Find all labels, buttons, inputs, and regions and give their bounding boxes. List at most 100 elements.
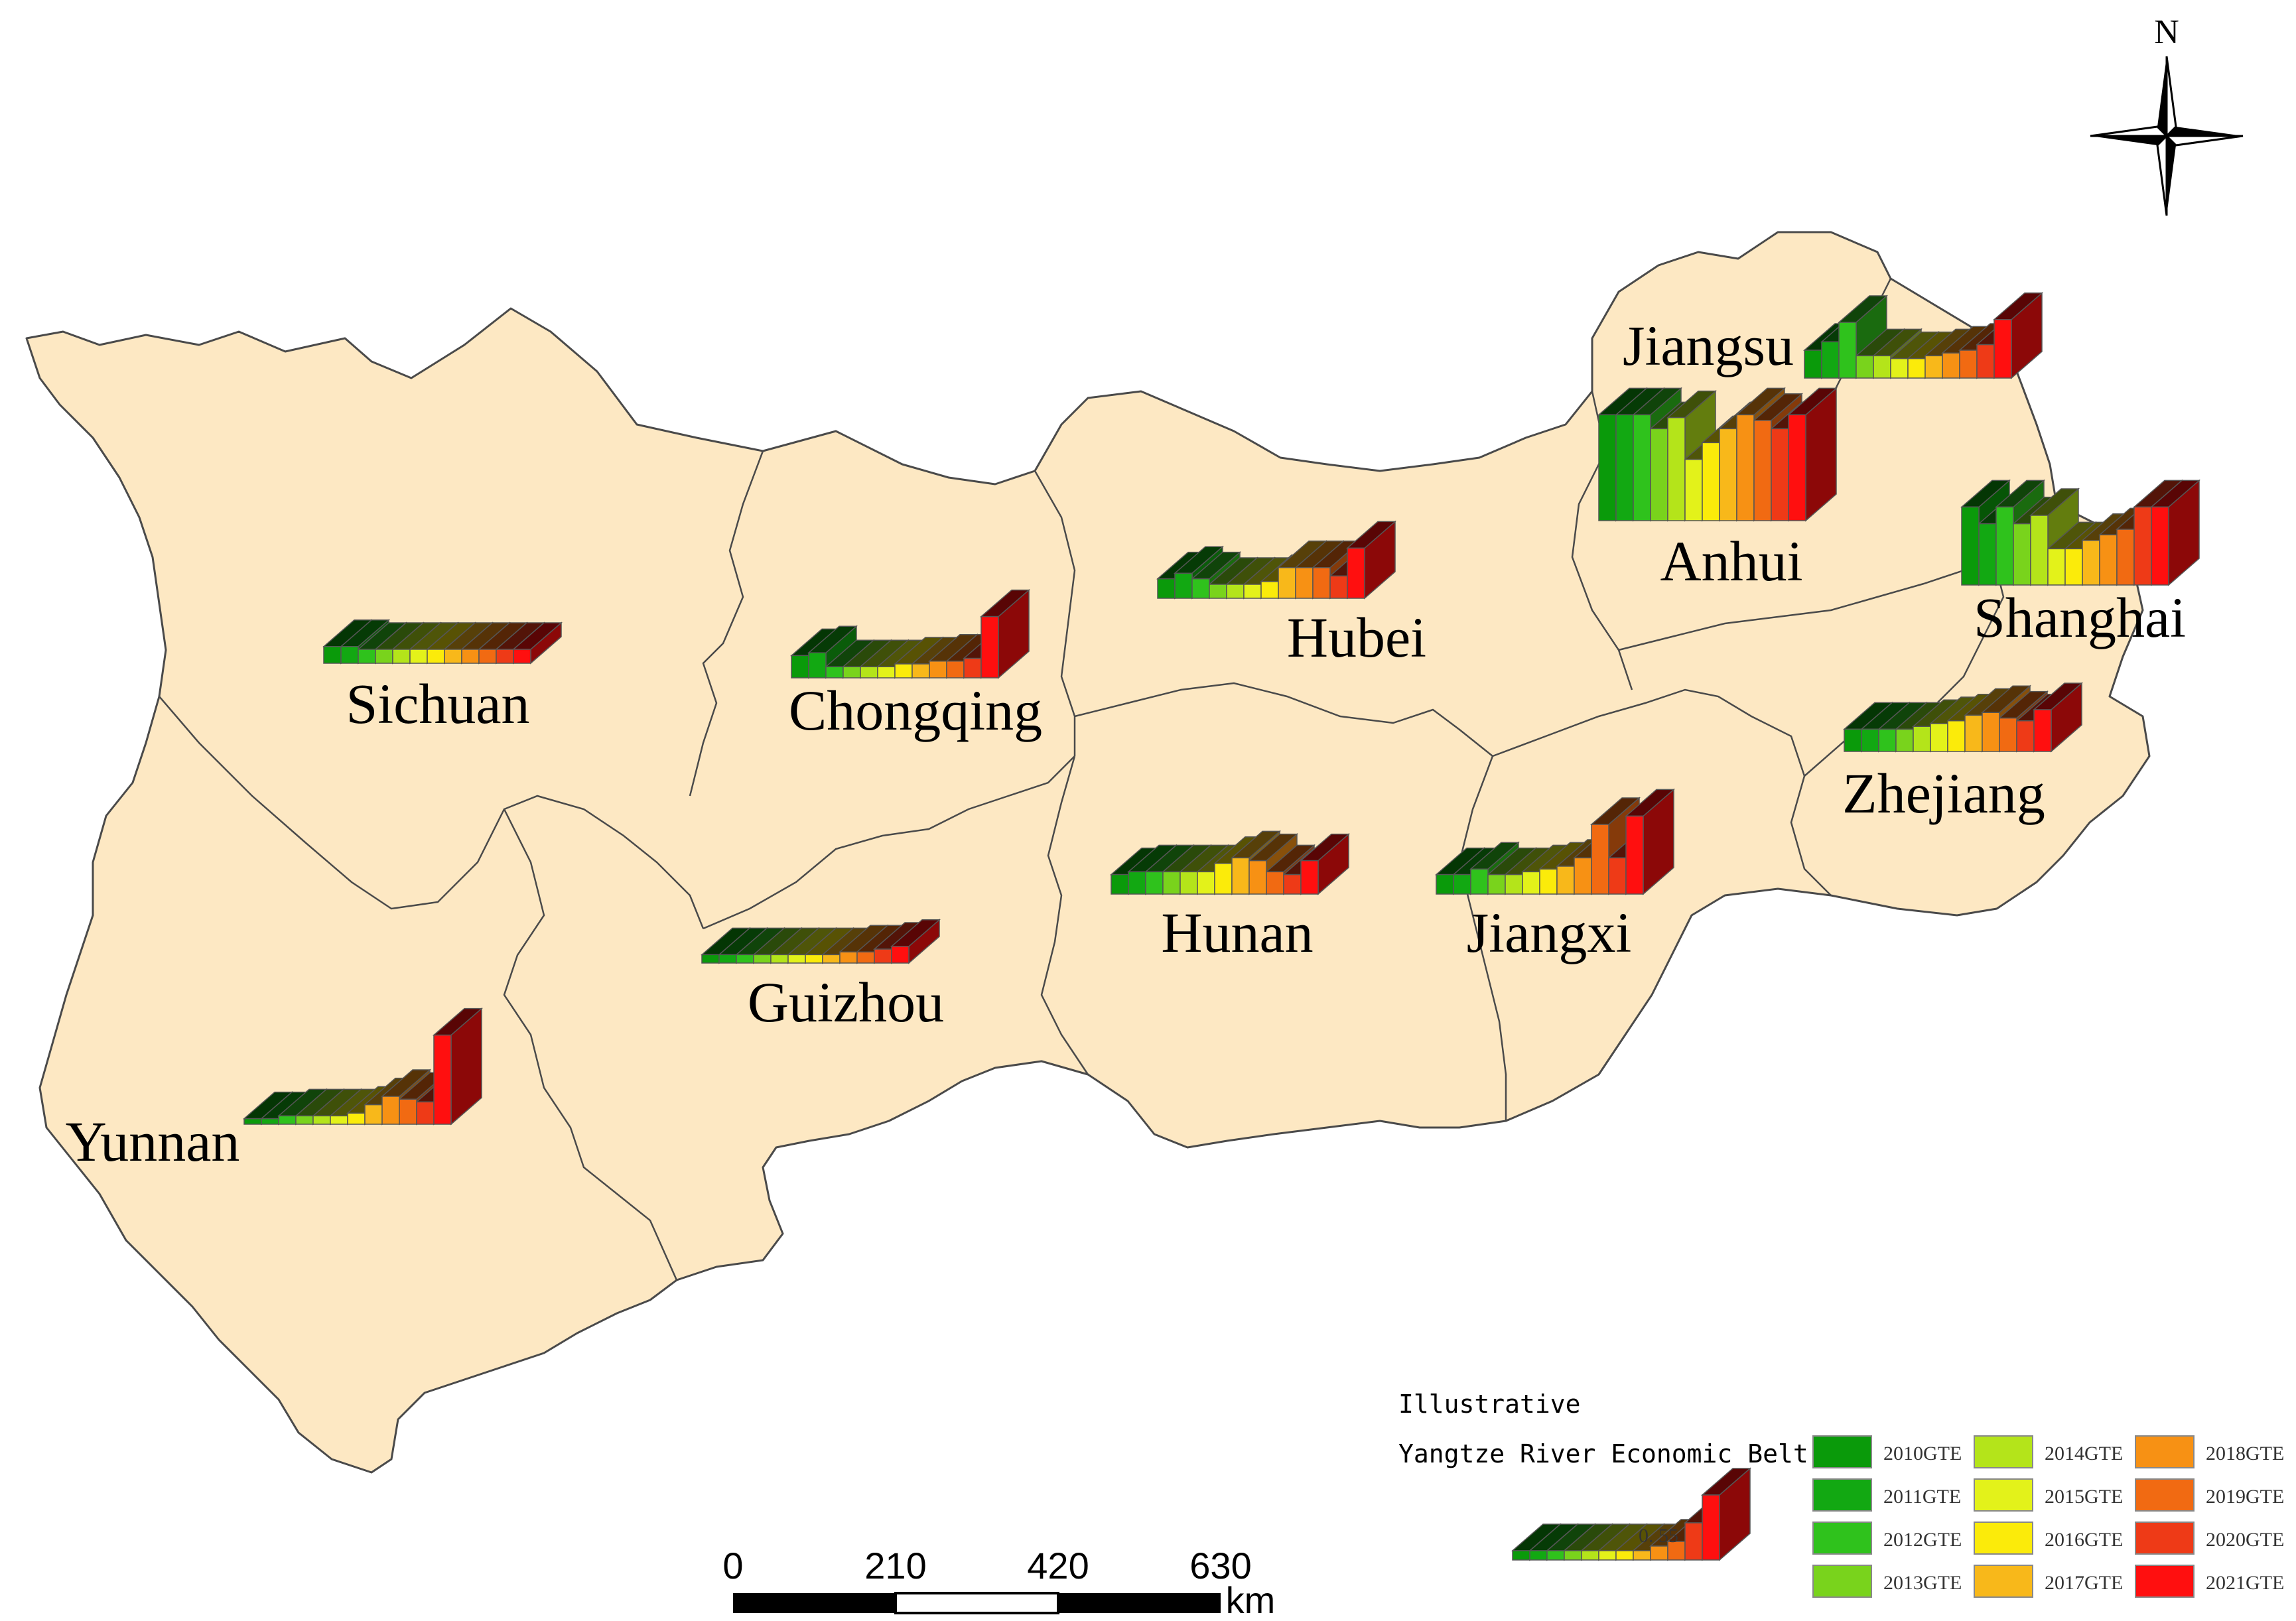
bar-2017GTE <box>912 663 930 679</box>
bar-2016GTE <box>1907 357 1926 379</box>
legend-sample-chart <box>1511 1467 1752 1561</box>
bar-2015GTE <box>877 666 896 679</box>
chart-hunan <box>1109 830 1351 895</box>
chart-anhui <box>1597 387 1838 522</box>
bar-2012GTE <box>1838 322 1857 379</box>
bar-2020GTE <box>874 948 892 964</box>
legend-label: 2014GTE <box>2045 1443 2123 1464</box>
legend-swatch <box>2135 1435 2195 1468</box>
bar-2014GTE <box>1505 874 1523 895</box>
bar-2019GTE <box>946 661 965 679</box>
bar-2016GTE <box>1214 863 1233 895</box>
bar-2020GTE <box>963 657 982 679</box>
chart-yunnan <box>242 1007 484 1126</box>
legend-label: 2021GTE <box>2206 1572 2284 1594</box>
bar-2019GTE <box>1266 871 1284 895</box>
sample-bar <box>1564 1550 1582 1561</box>
bar-2010GTE <box>1157 578 1176 599</box>
label-guizhou: Guizhou <box>748 970 944 1034</box>
bar-2010GTE <box>1961 506 1980 586</box>
bar-2021GTE <box>1347 547 1365 599</box>
bar-2013GTE <box>1209 584 1227 599</box>
chart-chongqing <box>789 588 1031 679</box>
legend-swatch <box>1974 1565 2033 1598</box>
label-jiangsu: Jiangsu <box>1623 314 1794 377</box>
label-chongqing: Chongqing <box>789 679 1042 742</box>
legend-subtitle: Yangtze River Economic Belt <box>1398 1439 1808 1468</box>
bar-2016GTE <box>347 1112 366 1125</box>
bar-2014GTE <box>860 666 878 679</box>
bar-2018GTE <box>1942 352 1960 379</box>
bar-2015GTE <box>1890 357 1909 379</box>
sample-bar <box>1512 1550 1530 1561</box>
bar-2017GTE <box>1719 428 1737 521</box>
bar-2010GTE <box>1598 414 1617 521</box>
bar-2011GTE <box>1128 871 1146 895</box>
bar-2017GTE <box>822 954 841 964</box>
bar-2014GTE <box>2030 515 2049 586</box>
bar-2015GTE <box>2047 548 2066 586</box>
bar-2017GTE <box>1556 866 1575 895</box>
bar-2011GTE <box>718 954 737 964</box>
legend-title: Illustrative <box>1398 1390 1581 1419</box>
bar-2017GTE <box>364 1104 383 1125</box>
legend-label: 2017GTE <box>2045 1572 2123 1594</box>
bar-2011GTE <box>1861 728 1879 752</box>
province-charts <box>242 292 2201 1126</box>
bar-2013GTE <box>2013 523 2031 586</box>
chart-jiangxi <box>1434 788 1676 895</box>
bar-2019GTE <box>399 1098 417 1125</box>
bar-2019GTE <box>856 951 875 964</box>
bar-2015GTE <box>1684 458 1703 521</box>
bar-2011GTE <box>1453 874 1471 895</box>
bar-2014GTE <box>312 1115 331 1125</box>
north-arrow: N <box>2090 13 2244 216</box>
legend-swatch <box>1974 1478 2033 1512</box>
bar-2020GTE <box>1608 857 1627 895</box>
sample-bar <box>1615 1550 1634 1561</box>
bar-2010GTE <box>1111 874 1129 895</box>
label-anhui: Anhui <box>1660 529 1803 593</box>
scale-unit: km <box>1226 1579 1276 1621</box>
bar-2012GTE <box>736 954 754 964</box>
bar-2021GTE <box>1625 815 1644 895</box>
legend-label: 2010GTE <box>1883 1443 1962 1464</box>
sample-bar <box>1529 1550 1548 1561</box>
bar-2018GTE <box>1574 857 1592 895</box>
bar-2020GTE <box>416 1101 435 1125</box>
legend-label: 2020GTE <box>2206 1529 2284 1551</box>
chart-jiangsu <box>1802 292 2044 379</box>
scale-tick-2: 420 <box>1027 1545 1089 1587</box>
bar-2019GTE <box>1999 717 2017 752</box>
bar-2011GTE <box>1615 414 1634 521</box>
legend-label: 2012GTE <box>1883 1529 1962 1551</box>
bar-2017GTE <box>444 649 462 664</box>
bar-2015GTE <box>787 954 806 964</box>
bar-2010GTE <box>791 655 809 679</box>
bar-2011GTE <box>1978 523 1997 586</box>
bar-2016GTE <box>894 663 913 679</box>
bar-2018GTE <box>381 1096 400 1125</box>
bar-2013GTE <box>1650 428 1668 521</box>
bar-2019GTE <box>2116 529 2135 586</box>
bar-2018GTE <box>1736 414 1755 521</box>
bar-2011GTE <box>1174 572 1193 599</box>
bar-2013GTE <box>1856 355 1874 379</box>
bar-2021GTE <box>1993 319 2012 379</box>
chart-zhejiang <box>1842 682 2084 753</box>
bar-2017GTE <box>2082 540 2100 586</box>
bar-2015GTE <box>409 649 428 664</box>
legend-swatch <box>1974 1522 2033 1555</box>
legend-swatch <box>1812 1478 1872 1512</box>
bar-2019GTE <box>1591 824 1609 895</box>
legend-label: 2018GTE <box>2206 1443 2284 1464</box>
scale-bar: 0 210 420 630 km <box>722 1545 1275 1621</box>
bar-2016GTE <box>1539 868 1558 895</box>
bar-2013GTE <box>1487 874 1506 895</box>
bar-2020GTE <box>2016 720 2035 752</box>
bar-2015GTE <box>1197 871 1215 895</box>
sample-bar <box>1650 1545 1668 1561</box>
bar-2020GTE <box>496 649 514 664</box>
bar-2015GTE <box>1522 871 1540 895</box>
